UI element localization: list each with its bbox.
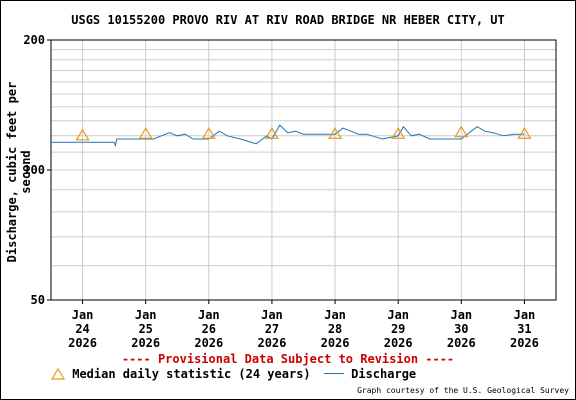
median-marker [138,127,153,139]
median-marker [201,127,216,139]
x-tick-label: 28 [328,322,342,336]
median-marker [75,128,90,141]
discharge-series-line [51,124,525,148]
x-tick-label: Jan [387,308,409,322]
y-axis-label: Discharge, cubic feet per second [5,81,33,263]
x-tick-label: 2026 [321,336,350,350]
y-tick-label: 200 [23,33,45,47]
x-tick-label: 24 [75,322,89,336]
legend-median-label: Median daily statistic (24 years) [72,367,311,381]
x-tick-label: 2026 [257,336,286,350]
x-tick-label: 2026 [68,336,97,350]
median-marker [517,127,532,139]
x-tick-label: Jan [450,308,472,322]
x-tick-label: 30 [454,322,468,336]
x-tick-label: Jan [198,308,220,322]
x-tick-label: 2026 [131,336,160,350]
x-tick-label: 26 [202,322,216,336]
x-tick-label: 2026 [447,336,476,350]
x-tick-label: 2026 [194,336,223,350]
x-tick-label: Jan [324,308,346,322]
median-triangle-icon [51,368,65,380]
credit-note: Graph courtesy of the U.S. Geological Su… [357,386,569,395]
x-tick-label: 2026 [384,336,413,350]
y-tick-label: 50 [31,293,45,307]
x-tick-label: Jan [261,308,283,322]
x-tick-label: 29 [391,322,405,336]
x-tick-label: 25 [138,322,152,336]
x-tick-label: Jan [135,308,157,322]
median-marker [391,127,406,139]
chart-title: USGS 10155200 PROVO RIV AT RIV ROAD BRID… [71,13,505,27]
x-tick-label: Jan [72,308,94,322]
provisional-note: ---- Provisional Data Subject to Revisio… [1,352,575,366]
x-tick-label: Jan [514,308,536,322]
x-tick-label: 2026 [510,336,539,350]
x-tick-label: 31 [517,322,531,336]
discharge-line-icon [323,373,344,374]
legend-discharge-label: Discharge [351,367,417,381]
median-marker [328,127,343,139]
provisional-note-text: ---- Provisional Data Subject to Revisio… [121,352,455,366]
legend: Median daily statistic (24 years) Discha… [51,367,416,381]
y-tick-label: 100 [23,163,45,177]
median-marker [264,127,279,139]
median-marker [454,125,469,138]
x-tick-label: 27 [265,322,279,336]
